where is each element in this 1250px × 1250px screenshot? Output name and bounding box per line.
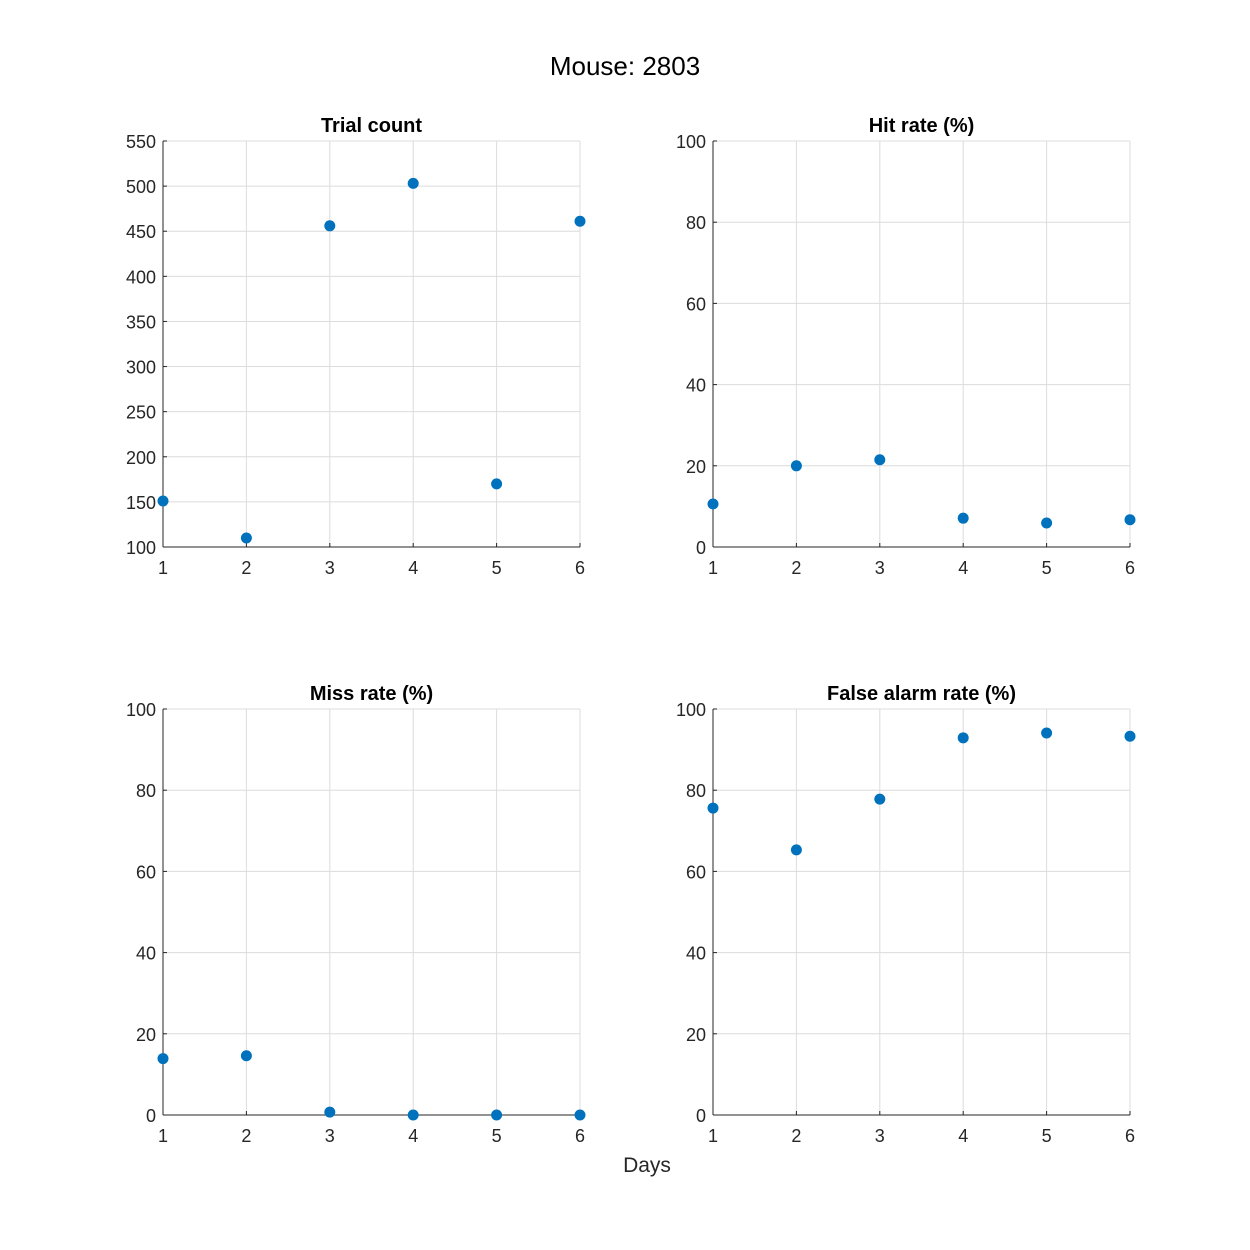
x-tick-label: 2 (241, 1126, 251, 1146)
x-tick-label: 3 (325, 558, 335, 578)
y-tick-label: 20 (136, 1025, 156, 1045)
chart-panel-1: 1 2 3 4 5 6 100 150 200 250 300 350 400 450 500 550 Tria… (126, 115, 586, 578)
panels: 1 2 3 4 5 6100150200250300350400450500550Tria… (126, 115, 1136, 1146)
data-point (874, 454, 886, 466)
data-point (790, 844, 802, 856)
x-tick-label: 5 (1042, 1126, 1052, 1146)
data-point (324, 1106, 336, 1118)
data-point (574, 215, 586, 227)
data-point (407, 1109, 419, 1121)
data-point (1124, 730, 1136, 742)
x-tick-label: 2 (791, 558, 801, 578)
y-tick-label: 80 (136, 781, 156, 801)
data-point (707, 802, 719, 814)
x-tick-label: 5 (492, 1126, 502, 1146)
data-point (240, 532, 252, 544)
data-point (407, 177, 419, 189)
data-point (491, 478, 503, 490)
y-tick-label: 60 (686, 294, 706, 314)
y-tick-label: 0 (696, 1106, 706, 1126)
y-tick-label: 40 (686, 944, 706, 964)
y-tick-label: 300 (126, 358, 156, 378)
data-point (324, 220, 336, 232)
data-point (157, 1053, 169, 1065)
y-tick-label: 80 (686, 213, 706, 233)
x-tick-label: 6 (1125, 558, 1135, 578)
x-tick-label: 4 (958, 558, 968, 578)
x-tick-label: 1 (158, 558, 168, 578)
data-point (1041, 517, 1053, 529)
x-axis-label: Days (623, 1154, 671, 1177)
y-tick-label: 550 (126, 132, 156, 152)
y-tick-label: 100 (676, 132, 706, 152)
x-tick-label: 1 (708, 1126, 718, 1146)
x-tick-label: 4 (958, 1126, 968, 1146)
y-tick-label: 40 (136, 944, 156, 964)
x-tick-label: 5 (492, 558, 502, 578)
data-point (491, 1109, 503, 1121)
y-tick-label: 0 (146, 1106, 156, 1126)
x-tick-label: 6 (575, 1126, 585, 1146)
data-point (874, 793, 886, 805)
y-tick-label: 400 (126, 267, 156, 287)
y-tick-label: 100 (126, 700, 156, 720)
y-tick-label: 40 (686, 376, 706, 396)
y-tick-label: 100 (126, 538, 156, 558)
y-tick-label: 60 (686, 862, 706, 882)
y-tick-label: 80 (686, 781, 706, 801)
y-tick-label: 450 (126, 222, 156, 242)
data-point (957, 512, 969, 524)
data-point (957, 732, 969, 744)
y-tick-label: 60 (136, 862, 156, 882)
y-tick-label: 100 (676, 700, 706, 720)
panel-title: Hit rate (%) (869, 115, 975, 137)
data-point (157, 495, 169, 507)
x-tick-label: 2 (241, 558, 251, 578)
x-tick-label: 2 (791, 1126, 801, 1146)
x-tick-label: 1 (708, 558, 718, 578)
data-point (1041, 727, 1053, 739)
data-point (240, 1050, 252, 1062)
x-tick-label: 6 (575, 558, 585, 578)
y-tick-label: 350 (126, 312, 156, 332)
x-tick-label: 4 (408, 558, 418, 578)
y-tick-label: 250 (126, 403, 156, 423)
x-tick-label: 3 (325, 1126, 335, 1146)
data-point (574, 1109, 586, 1121)
x-tick-label: 4 (408, 1126, 418, 1146)
y-tick-label: 20 (686, 457, 706, 477)
y-tick-label: 150 (126, 493, 156, 513)
x-tick-label: 5 (1042, 558, 1052, 578)
y-tick-label: 500 (126, 177, 156, 197)
x-tick-label: 3 (875, 1126, 885, 1146)
y-tick-label: 200 (126, 448, 156, 468)
y-tick-label: 20 (686, 1025, 706, 1045)
y-tick-label: 0 (696, 538, 706, 558)
x-tick-label: 6 (1125, 1126, 1135, 1146)
data-point (790, 460, 802, 472)
x-tick-label: 1 (158, 1126, 168, 1146)
data-point (1124, 514, 1136, 526)
figure-title: Mouse: 2803 (550, 51, 700, 81)
panel-title: False alarm rate (%) (827, 683, 1016, 705)
x-tick-label: 3 (875, 558, 885, 578)
panel-title: Trial count (321, 115, 422, 137)
data-point (707, 498, 719, 510)
panel-title: Miss rate (%) (310, 683, 433, 705)
